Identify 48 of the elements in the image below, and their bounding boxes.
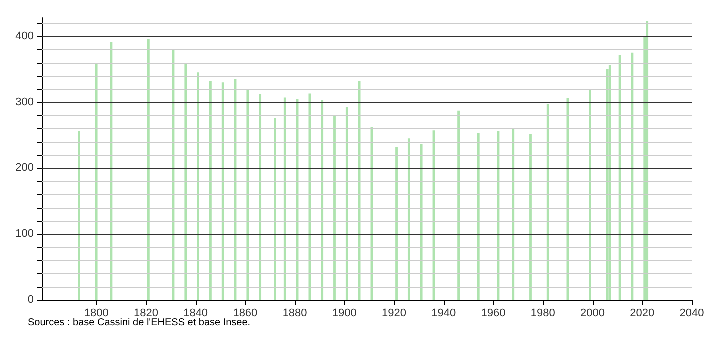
bar bbox=[618, 56, 622, 300]
bar bbox=[396, 147, 398, 300]
bar bbox=[274, 118, 276, 300]
bar bbox=[95, 64, 98, 300]
y-tick-label: 0 bbox=[28, 294, 34, 306]
bar bbox=[78, 131, 80, 300]
bar bbox=[334, 116, 336, 300]
x-tick-label: 1840 bbox=[184, 308, 208, 320]
bar bbox=[606, 69, 609, 300]
bar bbox=[546, 104, 550, 300]
y-tick-label: 300 bbox=[16, 96, 34, 108]
y-tick-label: 400 bbox=[16, 30, 34, 42]
bar bbox=[530, 134, 532, 300]
bar bbox=[284, 98, 286, 300]
x-tick-label: 2040 bbox=[680, 308, 704, 320]
bar bbox=[458, 110, 460, 300]
x-tick-label: 1940 bbox=[432, 308, 456, 320]
x-tick-label: 2020 bbox=[630, 308, 655, 320]
source-note: Sources : base Cassini de l'EHESS et base Insee. bbox=[28, 318, 251, 328]
bar bbox=[222, 82, 224, 300]
x-tick-label: 1900 bbox=[332, 308, 357, 320]
x-tick-label: 1960 bbox=[481, 308, 506, 320]
x-tick-label: 1860 bbox=[233, 308, 258, 320]
bar bbox=[646, 21, 649, 300]
x-tick-label: 1920 bbox=[382, 308, 407, 320]
bar bbox=[608, 65, 612, 300]
bar bbox=[321, 100, 324, 300]
bar bbox=[420, 144, 423, 300]
bar bbox=[512, 128, 515, 300]
bar bbox=[246, 89, 250, 300]
bar bbox=[589, 90, 592, 300]
bar bbox=[358, 81, 361, 300]
x-tick-label: 1820 bbox=[134, 308, 158, 320]
x-tick-label: 1880 bbox=[282, 308, 308, 320]
bar bbox=[197, 72, 200, 300]
y-tick-label: 100 bbox=[16, 228, 34, 240]
bar bbox=[408, 138, 410, 300]
bar bbox=[308, 94, 312, 300]
y-tick-label: 200 bbox=[16, 162, 34, 174]
bar bbox=[147, 39, 150, 300]
bar bbox=[259, 94, 262, 300]
bar bbox=[210, 81, 212, 300]
x-tick-label: 1980 bbox=[530, 308, 556, 320]
bar bbox=[184, 64, 188, 300]
x-tick-label: 1800 bbox=[84, 308, 109, 320]
bar bbox=[477, 133, 480, 300]
bar bbox=[346, 106, 348, 300]
x-tick-label: 2000 bbox=[580, 308, 606, 320]
